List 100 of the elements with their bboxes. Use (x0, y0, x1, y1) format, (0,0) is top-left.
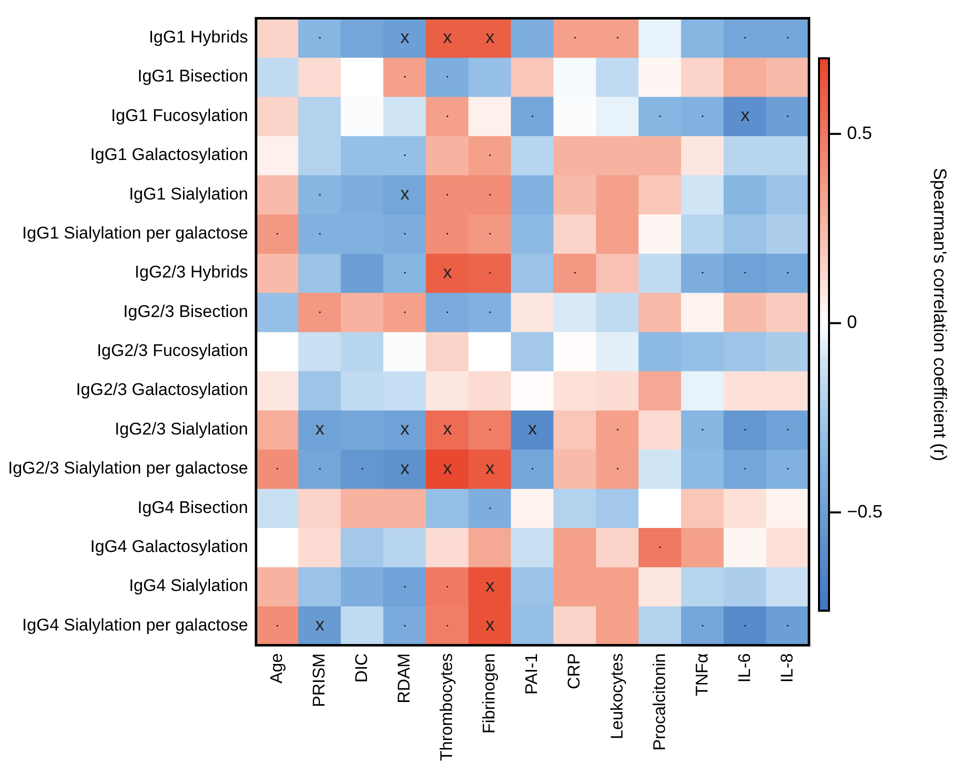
y-tick-label: IgG1 Hybrids (148, 27, 248, 46)
data-label: . (616, 422, 620, 434)
x-tick-label: DIC (352, 653, 372, 683)
data-label: x (485, 575, 494, 596)
data-label: . (488, 266, 492, 277)
data-label: . (404, 70, 407, 81)
data-label: . (404, 266, 407, 277)
data-label: . (404, 226, 407, 238)
y-tick-label: IgG1 Sialylation (128, 184, 248, 204)
data-label: . (488, 500, 492, 512)
data-label: . (404, 304, 407, 316)
x-tick-label: PAI-1 (522, 653, 542, 695)
data-label: . (701, 108, 704, 120)
y-tick-label: IgG2/3 Sialylation (114, 419, 248, 438)
data-label: x (442, 458, 452, 478)
data-label: x (740, 105, 750, 126)
y-tick-label: IgG4 Sialylation per galactose (22, 615, 248, 634)
y-tick-label: IgG4 Bisection (137, 498, 248, 517)
data-label: . (276, 462, 279, 473)
data-label: . (446, 108, 450, 120)
data-label: x (315, 614, 324, 635)
data-label: . (744, 462, 747, 473)
data-label: . (744, 30, 747, 42)
data-label: . (446, 70, 450, 81)
data-label: x (442, 262, 452, 282)
x-tick-label: Leukocytes (607, 653, 626, 740)
data-label: . (488, 187, 492, 198)
y-tick-label: IgG2/3 Fucosylation (96, 341, 248, 360)
color-bar-label: −0.5 (847, 501, 883, 522)
data-label: . (744, 618, 747, 630)
data-label: . (446, 304, 450, 316)
x-tick-label: CRP (564, 653, 584, 690)
data-label: x (400, 458, 410, 478)
data-label: . (701, 266, 704, 277)
data-label: . (574, 30, 577, 42)
y-tick-label: IgG2/3 Galactosylation (76, 380, 248, 400)
x-tick-label: Fibrinogen (480, 653, 499, 734)
data-label: . (276, 226, 279, 238)
data-label: . (446, 226, 450, 238)
color-bar-label: 0.5 (847, 122, 872, 143)
x-tick-label: Age (266, 653, 286, 684)
data-label: x (485, 458, 494, 478)
y-tick-label: IgG4 Galactosylation (90, 537, 248, 556)
data-label: . (744, 266, 747, 277)
data-label: . (531, 462, 534, 473)
y-tick-label: IgG2/3 Bisection (123, 302, 248, 321)
data-label: x (400, 26, 410, 47)
x-tick-label: Procalcitonin (650, 653, 669, 751)
y-tick-label: IgG1 Bisection (137, 66, 248, 86)
data-label: x (442, 418, 452, 439)
data-label: . (786, 30, 790, 42)
color-bar-title: Spearman's correlation coefficient (r) (930, 168, 950, 462)
y-tick-label: IgG1 Galactosylation (90, 145, 248, 164)
data-label: . (658, 540, 662, 552)
data-label: x (485, 26, 494, 47)
data-label: x (528, 418, 538, 439)
data-label: . (318, 30, 322, 42)
x-tick-label: TNFα (692, 653, 712, 696)
data-label: x (485, 614, 494, 635)
color-bar-label: 0 (847, 312, 858, 332)
data-label: . (488, 422, 492, 434)
data-label: . (318, 187, 322, 198)
y-tick-label: IgG4 Sialylation (128, 576, 248, 596)
data-label: . (574, 266, 577, 277)
data-label: . (531, 108, 534, 120)
data-label: . (318, 304, 322, 316)
data-label: . (318, 226, 322, 238)
data-label: . (616, 462, 620, 473)
data-label: . (488, 226, 492, 238)
data-label: . (276, 618, 279, 630)
data-label: . (701, 422, 704, 434)
data-label: . (404, 618, 407, 630)
data-label: . (786, 422, 790, 434)
data-label: . (786, 618, 790, 630)
data-label: . (786, 108, 790, 120)
data-label: x (400, 184, 410, 204)
data-label: . (488, 148, 492, 160)
data-label: . (446, 618, 450, 630)
x-tick-label: Thrombocytes (437, 653, 456, 761)
data-label: x (315, 418, 324, 439)
x-tick-label: IL-8 (777, 653, 796, 683)
data-label: . (701, 618, 704, 630)
y-tick-label: IgG1 Fucosylation (111, 106, 248, 125)
data-label: . (446, 579, 450, 590)
data-label: x (442, 26, 452, 47)
x-tick-label: RDAM (394, 653, 414, 704)
data-label: . (658, 108, 662, 120)
data-label: . (744, 422, 747, 434)
data-label: . (488, 304, 492, 316)
x-tick-label: IL-6 (734, 653, 754, 683)
data-label: . (404, 579, 407, 590)
data-label: . (360, 462, 364, 473)
x-tick-label: PRISM (310, 653, 329, 708)
y-tick-label: IgG1 Sialylation per galactose (22, 223, 248, 242)
data-label: . (786, 462, 790, 473)
data-label: . (786, 266, 790, 277)
y-tick-label: IgG2/3 Sialylation per galactose (8, 458, 248, 478)
data-label: . (616, 30, 620, 42)
data-label: . (446, 187, 450, 198)
data-label: . (404, 148, 407, 160)
